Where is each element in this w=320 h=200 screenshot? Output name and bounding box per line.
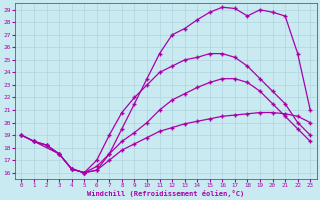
X-axis label: Windchill (Refroidissement éolien,°C): Windchill (Refroidissement éolien,°C) xyxy=(87,190,244,197)
